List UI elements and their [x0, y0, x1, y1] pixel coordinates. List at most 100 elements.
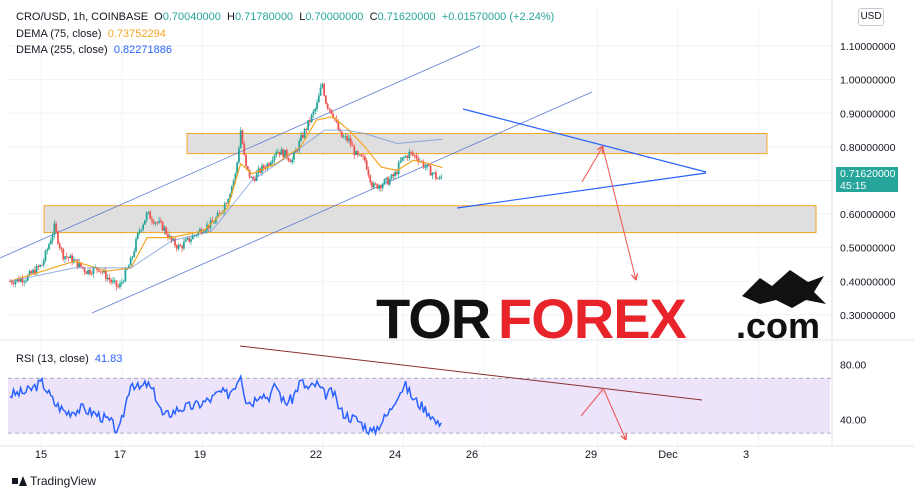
candle-body [427, 164, 430, 166]
currency-button[interactable]: USD [858, 8, 884, 26]
candle-body [23, 281, 26, 283]
channel-upper [0, 45, 481, 259]
candle-body [165, 227, 168, 235]
candle-body [55, 223, 58, 232]
candle-body [174, 238, 176, 246]
candle-body [21, 278, 24, 283]
candle-body [381, 184, 384, 189]
candle-body [175, 245, 178, 249]
candle-body [268, 163, 270, 166]
watermark-com: .com [736, 305, 820, 346]
candle-body [339, 129, 341, 132]
candle-body [241, 130, 244, 144]
candle-body [58, 243, 61, 248]
candle-body [417, 158, 420, 162]
candle-body [119, 283, 121, 288]
candle-body [44, 250, 47, 261]
candle-body [181, 245, 184, 249]
candle-body [172, 238, 175, 241]
candle-body [301, 134, 304, 138]
rsi-value: 41.83 [94, 353, 123, 365]
symbol-label[interactable]: CRO/USD, 1h, COINBASE [16, 11, 149, 23]
candle-body [271, 160, 274, 163]
candle-body [25, 280, 27, 282]
candle-body [186, 237, 189, 240]
rsi-arrow-up [580, 387, 605, 417]
candle-body [278, 151, 281, 155]
last-price-value: 0.71620000 [840, 168, 896, 180]
forecast-arrows [581, 145, 639, 441]
candle-body [113, 280, 116, 282]
candle-body [355, 151, 357, 155]
candle-body [17, 278, 20, 282]
candle-body [246, 166, 249, 170]
time-tick-label: 24 [389, 449, 401, 461]
candle-body [225, 203, 228, 205]
candle-body [135, 238, 137, 252]
resistance-zone [186, 132, 768, 155]
candle-body [356, 151, 359, 155]
candle-body [90, 273, 93, 275]
time-tick-label: 26 [466, 449, 478, 461]
candle-body [348, 138, 350, 141]
candle-body [41, 264, 43, 266]
candle-body [365, 160, 368, 170]
candle-body [232, 180, 235, 187]
candle-body [19, 278, 22, 282]
candle-body [33, 269, 36, 275]
candle-body [117, 286, 120, 288]
price-tick-label: 0.90000000 [840, 108, 896, 120]
candle-body [227, 198, 230, 204]
candle-body [285, 150, 288, 159]
candle-body [115, 280, 118, 287]
candle-body [145, 213, 148, 221]
candle-body [35, 265, 38, 275]
watermark-forex: FOREX [498, 287, 687, 350]
price-tick-label: 1.00000000 [840, 75, 896, 87]
candle-body [429, 165, 432, 176]
candle-body [120, 282, 123, 284]
candle-body [42, 260, 45, 266]
dema255-value: 0.82271886 [113, 44, 172, 56]
rsi-line [9, 373, 442, 437]
rsi-legend[interactable]: RSI (13, close) 41.83 [16, 353, 122, 365]
candle-body [106, 277, 109, 279]
candle-body [326, 103, 329, 109]
ohlc-legend: CRO/USD, 1h, COINBASE O0.70040000 H0.717… [16, 11, 554, 23]
candle-body [426, 164, 428, 168]
candle-body [190, 239, 192, 242]
candle-body [420, 161, 423, 162]
candle-body [9, 281, 11, 283]
tradingview-footer[interactable]: TradingView [12, 474, 96, 488]
axes: 1.10000000 1.00000000 0.90000000 0.80000000… [35, 41, 896, 461]
candle-body [133, 251, 136, 257]
candle-body [277, 151, 279, 153]
dema255-legend[interactable]: DEMA (255, close) 0.82271886 [16, 44, 172, 56]
low-label: L [299, 11, 306, 23]
candle-body [49, 240, 52, 245]
candle-body [296, 150, 299, 152]
candle-body [342, 136, 345, 138]
candle-body [415, 155, 418, 159]
candle-body [188, 237, 191, 242]
time-tick-label: 15 [35, 449, 47, 461]
candle-body [193, 235, 196, 237]
candle-body [431, 173, 434, 176]
candle-body [108, 277, 111, 281]
candle-body [436, 178, 439, 180]
candle-body [243, 143, 246, 155]
candle-body [80, 262, 82, 267]
candle-body [10, 281, 13, 284]
candle-body [424, 167, 427, 168]
time-tick-label: 3 [743, 449, 749, 461]
dema75-legend[interactable]: DEMA (75, close) 0.73752294 [16, 28, 166, 40]
candle-body [85, 271, 88, 275]
time-tick-label: 22 [310, 449, 322, 461]
candle-body [353, 146, 356, 155]
candle-body [149, 211, 152, 219]
candle-body [275, 152, 278, 156]
candle-body [337, 121, 340, 130]
price-arrow-up [581, 145, 604, 183]
candle-body [238, 148, 240, 163]
rsi-band [8, 378, 830, 434]
